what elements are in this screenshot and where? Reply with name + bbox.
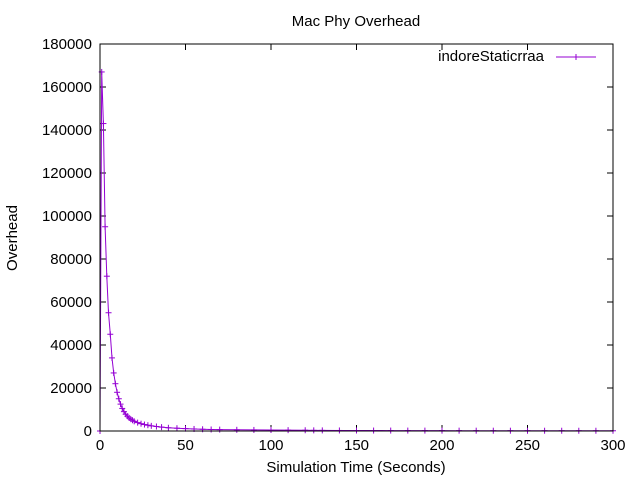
data-point: [103, 273, 110, 280]
data-point: [131, 418, 138, 425]
y-axis-label: Overhead: [4, 205, 21, 271]
series-line: [99, 71, 613, 432]
plot-frame: [99, 43, 614, 432]
data-point: [141, 421, 148, 428]
x-tick-label: 250: [515, 437, 540, 454]
data-point: [310, 427, 317, 434]
y-tick-label: 160000: [42, 79, 92, 96]
data-point: [114, 389, 121, 396]
data-point: [148, 422, 155, 429]
series-indoreStaticrraa: [97, 68, 616, 434]
data-point: [105, 309, 112, 316]
axis-ticks: 0 20000 40000 60000 80000 100000 120000 140000 1…: [42, 36, 626, 454]
data-point: [153, 423, 160, 430]
x-axis-label: Simulation Time (Seconds): [266, 459, 445, 476]
y-tick-label: 20000: [50, 380, 92, 397]
x-tick-label: 50: [177, 437, 194, 454]
data-point: [117, 401, 124, 408]
data-point: [216, 426, 223, 433]
data-point: [108, 354, 115, 361]
y-tick-label: 120000: [42, 165, 92, 182]
y-tick-label: 0: [84, 423, 92, 440]
data-point: [173, 425, 180, 432]
data-point: [100, 120, 107, 127]
data-point: [102, 223, 109, 230]
data-point: [250, 426, 257, 433]
y-tick-label: 80000: [50, 251, 92, 268]
data-point: [115, 395, 122, 402]
data-point: [112, 380, 119, 387]
x-tick-label: 100: [258, 437, 283, 454]
y-tick-label: 140000: [42, 122, 92, 139]
y-tick-label: 180000: [42, 36, 92, 53]
data-point: [144, 422, 151, 429]
data-point: [110, 369, 117, 376]
data-point: [158, 424, 165, 431]
legend-marker: [573, 54, 579, 60]
legend: indoreStaticrraa: [438, 48, 596, 65]
chart-title: Mac Phy Overhead: [292, 13, 420, 30]
plot-series: [97, 68, 616, 434]
x-tick-label: 200: [429, 437, 454, 454]
data-point: [302, 427, 309, 434]
data-point: [319, 427, 326, 434]
data-point: [107, 331, 114, 338]
y-tick-label: 100000: [42, 208, 92, 225]
data-point: [233, 426, 240, 433]
x-tick-label: 0: [96, 437, 104, 454]
x-tick-label: 300: [600, 437, 625, 454]
x-tick-label: 150: [344, 437, 369, 454]
y-tick-label: 60000: [50, 294, 92, 311]
data-point: [208, 426, 215, 433]
data-point: [285, 427, 292, 434]
data-point: [119, 405, 126, 412]
y-tick-label: 40000: [50, 337, 92, 354]
data-point: [268, 427, 274, 434]
data-point: [336, 427, 343, 434]
data-point: [134, 419, 141, 426]
legend-label: indoreStaticrraa: [438, 48, 545, 65]
data-point: [138, 420, 145, 427]
data-point: [165, 424, 172, 431]
